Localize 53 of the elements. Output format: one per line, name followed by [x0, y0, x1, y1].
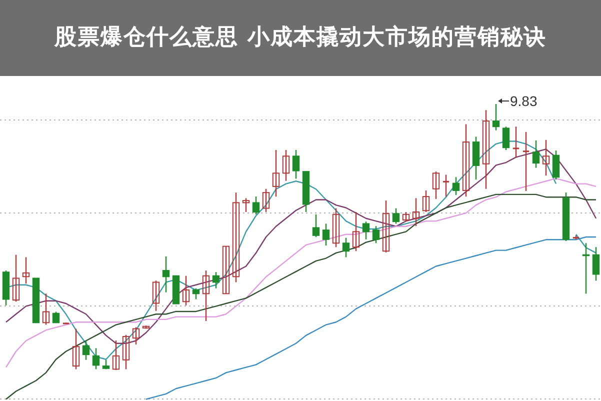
- candlestick: [332, 208, 340, 248]
- candlestick: [342, 237, 350, 258]
- candlestick: [82, 340, 90, 360]
- candlestick: [22, 256, 30, 284]
- candlestick: [522, 131, 530, 192]
- candlestick: [512, 126, 520, 158]
- candlestick: [182, 275, 190, 306]
- candlestick: [412, 198, 420, 227]
- candlestick: [452, 176, 460, 196]
- candlestick: [222, 246, 230, 294]
- candlestick: [312, 214, 320, 238]
- candlestick: [132, 326, 140, 346]
- candlestick: [462, 124, 470, 198]
- candlestick: [52, 311, 60, 324]
- candlestick: [242, 198, 250, 213]
- candlestick: [42, 293, 50, 326]
- candlestick: [202, 270, 210, 322]
- candlestick: [322, 223, 330, 246]
- candlestick: [482, 110, 490, 190]
- candlestick: [272, 149, 280, 198]
- candlestick: [362, 220, 370, 240]
- candlestick: [592, 246, 600, 282]
- candlestick: [112, 340, 120, 371]
- candlestick: [292, 149, 300, 180]
- candlestick: [152, 280, 160, 312]
- candlestick: [192, 288, 200, 300]
- candlestick: [422, 190, 430, 213]
- candlestick: [262, 188, 270, 213]
- candlestick: [72, 328, 80, 370]
- candlestick: [352, 211, 360, 252]
- candlestick: [282, 149, 290, 182]
- title-banner: 股票爆仓什么意思 小成本撬动大市场的营销秘诀: [0, 0, 601, 76]
- candlestick: [232, 192, 240, 283]
- candlestick: [542, 139, 550, 176]
- candlestick: [382, 200, 390, 254]
- candlestick: [372, 225, 380, 244]
- candlestick: [402, 211, 410, 222]
- candlestick: [122, 334, 130, 370]
- candlestick: [12, 254, 20, 302]
- candlestick: [252, 196, 260, 215]
- candlestick: [92, 348, 100, 370]
- chart-title: 股票爆仓什么意思 小成本撬动大市场的营销秘诀: [53, 24, 548, 52]
- candlestick: [442, 174, 450, 198]
- candlestick: [502, 126, 510, 151]
- candlestick: [492, 103, 500, 131]
- candlestick: [392, 208, 400, 224]
- candlestick: [432, 170, 440, 200]
- candlestick: [552, 150, 560, 180]
- candlestick: [162, 256, 170, 293]
- candlestick: [532, 140, 540, 168]
- candlestick: [472, 136, 480, 180]
- annotation: 9.83: [510, 93, 538, 109]
- candlestick: [212, 272, 220, 289]
